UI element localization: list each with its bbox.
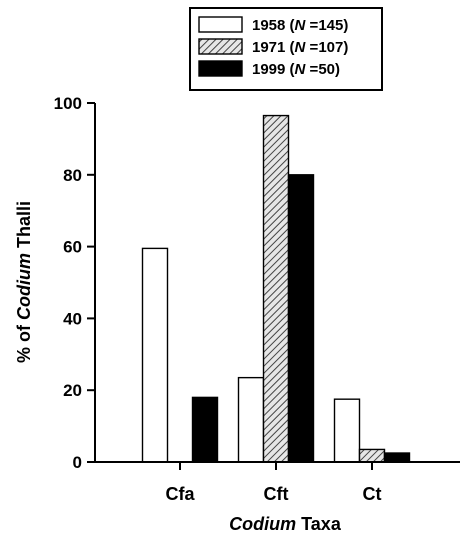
bar-cfa-1999 bbox=[191, 396, 219, 463]
y-tick-label: 80 bbox=[63, 166, 82, 185]
bar-ct-1958 bbox=[333, 398, 361, 463]
bar-cfa-1958 bbox=[141, 247, 169, 463]
bars bbox=[141, 114, 411, 463]
x-tick-label-ct: Ct bbox=[363, 484, 382, 504]
bar-cft-1999 bbox=[287, 174, 315, 463]
y-axis-title: % of Codium Thalli bbox=[14, 201, 34, 363]
legend-label: 1958 (N =145) bbox=[252, 17, 348, 34]
legend-label: 1999 (N =50) bbox=[252, 61, 340, 78]
axes: 0 20 40 60 80 100 Cfa Cft Ct bbox=[54, 94, 460, 504]
legend-swatch bbox=[198, 60, 243, 77]
y-tick-label: 0 bbox=[73, 453, 82, 472]
legend-swatch bbox=[198, 38, 243, 55]
bar-cft-1958 bbox=[237, 376, 265, 463]
legend-label: 1971 (N =107) bbox=[252, 39, 348, 56]
x-axis-title: Codium Taxa bbox=[229, 514, 342, 534]
y-tick-label: 40 bbox=[63, 309, 82, 328]
y-tick-label: 100 bbox=[54, 94, 82, 113]
y-tick-label: 60 bbox=[63, 238, 82, 257]
bar-cft-1971 bbox=[262, 114, 290, 463]
x-tick-label-cft: Cft bbox=[264, 484, 289, 504]
x-tick-label-cfa: Cfa bbox=[165, 484, 195, 504]
bar-ct-1971 bbox=[358, 448, 386, 463]
y-tick-label: 20 bbox=[63, 381, 82, 400]
legend: 1958 (N =145) 1971 (N =107) 1999 (N =50) bbox=[189, 7, 383, 91]
bar-ct-1999 bbox=[383, 452, 411, 463]
legend-swatch bbox=[198, 16, 243, 33]
